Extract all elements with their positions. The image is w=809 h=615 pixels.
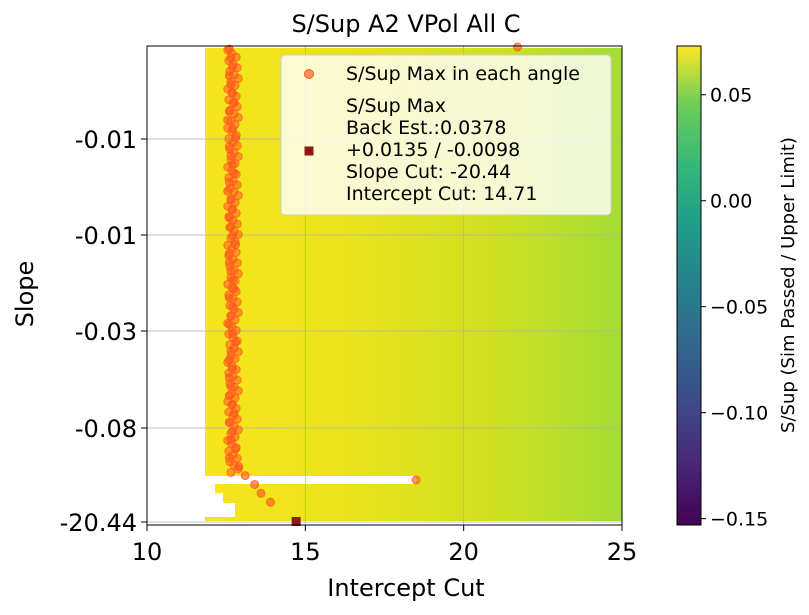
data-point: [256, 488, 266, 498]
legend-label: Slope Cut: -20.44: [346, 161, 511, 183]
colorbar-tick-label: 0.05: [710, 85, 752, 107]
y-axis-label: Slope: [11, 261, 39, 328]
colorbar-tick-label: −0.15: [710, 509, 768, 531]
colorbar-gradient: [676, 45, 702, 526]
data-point: [411, 475, 421, 485]
heatmap-gap: [205, 483, 215, 493]
x-axis-label: Intercept Cut: [327, 574, 484, 602]
colorbar-tick-label: −0.10: [710, 403, 768, 425]
legend-label: S/Sup Max in each angle: [346, 63, 580, 85]
y-tick-label: -0.01: [75, 222, 137, 250]
best-point-marker: [291, 517, 301, 526]
colorbar-tick-label: 0.00: [710, 191, 752, 213]
x-tick-label: 25: [607, 538, 638, 566]
x-tick-label: 10: [132, 538, 163, 566]
colorbar-label: S/Sup (Sim Passed / Upper Limit): [778, 137, 799, 433]
legend-marker-circle: [304, 69, 314, 79]
heatmap-gap: [200, 476, 416, 484]
x-tick-label: 20: [448, 538, 479, 566]
chart-title: S/Sup A2 VPol All C: [291, 10, 520, 38]
data-point: [513, 42, 522, 52]
y-tick-label: -0.03: [75, 318, 137, 346]
legend-label: Back Est.:0.0378: [346, 117, 506, 139]
legend-label: Intercept Cut: 14.71: [346, 183, 537, 205]
x-axis: 10 15 20 25: [132, 525, 638, 566]
data-point: [250, 479, 260, 489]
legend-label: +0.0135 / -0.0098: [346, 139, 520, 161]
x-tick-label: 15: [290, 538, 321, 566]
heatmap-gap: [205, 503, 235, 517]
y-tick-label: -20.44: [60, 509, 137, 537]
legend-label: S/Sup Max: [346, 95, 446, 117]
legend-box: [280, 54, 612, 216]
points: [223, 42, 522, 526]
plot-frame: [146, 45, 623, 526]
y-tick-label: -0.01: [75, 126, 137, 154]
heatmap-gap: [205, 493, 223, 503]
data-point: [226, 467, 236, 477]
y-axis: -0.01 -0.01 -0.03 -0.08 -20.44: [60, 126, 147, 537]
y-tick-label: -0.08: [75, 415, 137, 443]
data-point: [240, 471, 250, 481]
legend-marker-square: [304, 146, 314, 156]
colorbar: 0.05 0.00 −0.05 −0.10 −0.15: [676, 45, 768, 531]
colorbar-tick-label: −0.05: [710, 297, 768, 319]
data-point: [266, 497, 275, 507]
data-point: [233, 464, 243, 474]
